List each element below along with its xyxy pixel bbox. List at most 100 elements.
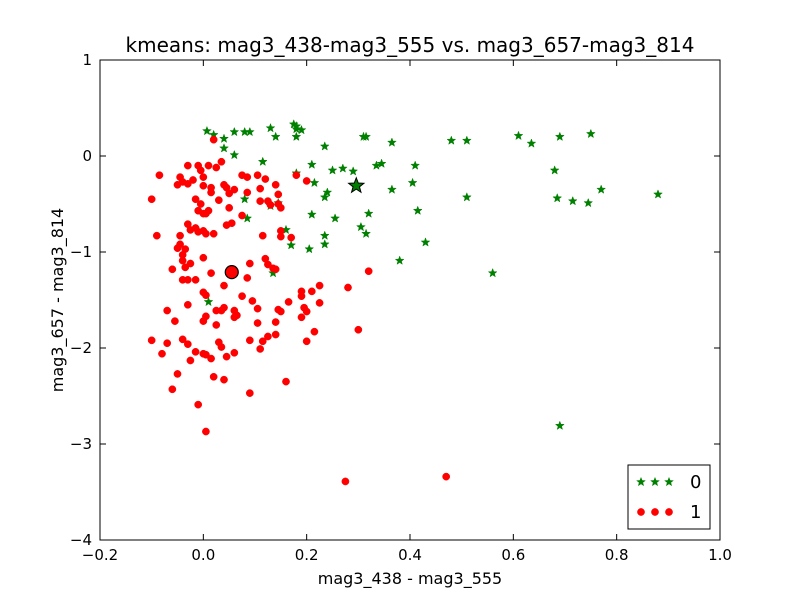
data-point-star xyxy=(585,128,596,139)
data-point-circle xyxy=(271,265,280,274)
data-point-circle xyxy=(183,179,192,188)
data-point-circle xyxy=(307,287,316,296)
data-point-circle xyxy=(199,227,208,235)
legend-marker-0 xyxy=(636,476,646,487)
data-point-star xyxy=(420,237,431,247)
data-point-circle xyxy=(271,330,280,339)
data-point-circle xyxy=(274,190,283,199)
data-point-circle xyxy=(354,325,363,334)
data-point-circle xyxy=(282,377,290,386)
data-point-circle xyxy=(183,300,192,309)
data-point-circle xyxy=(147,195,156,204)
data-point-circle xyxy=(173,180,182,189)
data-point-circle xyxy=(302,177,311,185)
data-point-circle xyxy=(217,306,226,315)
data-point-circle xyxy=(256,345,265,353)
data-point-circle xyxy=(212,163,221,172)
data-point-star xyxy=(526,138,537,148)
data-point-circle xyxy=(207,269,215,277)
data-point-circle xyxy=(173,244,182,253)
data-point-circle xyxy=(207,354,215,363)
data-point-circle xyxy=(243,188,252,197)
data-point-star xyxy=(306,209,317,219)
data-point-star xyxy=(549,165,560,175)
data-point-circle xyxy=(202,350,210,359)
data-point-circle xyxy=(222,352,231,361)
data-point-circle xyxy=(158,349,166,358)
data-point-circle xyxy=(196,166,205,175)
data-point-star xyxy=(386,184,397,194)
data-point-circle xyxy=(297,313,306,322)
x-tick-label: 0.6 xyxy=(501,546,525,564)
plot-area xyxy=(100,60,720,540)
data-point-circle xyxy=(245,259,254,268)
data-point-circle xyxy=(183,275,192,284)
data-point-circle xyxy=(181,263,190,272)
data-point-circle xyxy=(344,283,352,292)
data-point-star xyxy=(583,197,594,208)
data-point-star xyxy=(461,192,472,202)
data-point-circle xyxy=(248,297,257,305)
data-point-circle xyxy=(178,256,187,265)
data-point-star xyxy=(270,131,281,142)
x-tick-label: 0.4 xyxy=(398,546,422,564)
data-point-circle xyxy=(302,307,311,316)
x-tick-label: 0.0 xyxy=(191,546,215,564)
legend-label-1: 1 xyxy=(690,502,701,523)
data-point-star xyxy=(296,124,307,135)
data-point-star xyxy=(348,166,359,176)
data-point-circle xyxy=(261,175,270,183)
data-point-circle xyxy=(315,299,324,307)
data-point-circle xyxy=(178,335,187,344)
legend: 0 1 xyxy=(627,464,711,530)
data-point-star xyxy=(229,149,240,160)
data-point-circle xyxy=(276,232,285,241)
data-point-circle xyxy=(199,253,208,262)
legend-marker-0 xyxy=(650,476,660,487)
data-point-star xyxy=(304,243,315,254)
data-point-circle xyxy=(253,171,262,180)
data-points xyxy=(147,119,663,486)
data-point-circle xyxy=(264,332,272,341)
data-point-circle xyxy=(196,200,205,208)
data-point-circle xyxy=(194,400,203,409)
legend-marker-1 xyxy=(665,508,673,516)
data-point-circle xyxy=(163,306,172,315)
y-tick-label: 1 xyxy=(82,51,92,69)
data-point-star xyxy=(361,228,372,238)
data-point-circle xyxy=(245,389,254,397)
data-point-circle xyxy=(256,197,265,205)
data-point-circle xyxy=(266,201,275,209)
data-point-circle xyxy=(230,348,239,357)
y-tick-label: −4 xyxy=(70,531,92,549)
data-point-star xyxy=(322,187,333,197)
data-point-circle xyxy=(155,171,164,180)
data-point-circle xyxy=(183,340,192,349)
x-tick-label: 0.8 xyxy=(605,546,629,564)
chart-title: kmeans: mag3_438-mag3_555 vs. mag3_657-m… xyxy=(126,33,695,57)
centroid-1 xyxy=(224,265,239,280)
data-point-circle xyxy=(253,319,262,327)
data-point-star xyxy=(286,240,297,250)
data-point-circle xyxy=(442,472,451,481)
data-point-star xyxy=(446,135,457,145)
data-point-star xyxy=(327,165,338,175)
data-point-circle xyxy=(168,265,177,274)
data-point-star xyxy=(554,420,565,430)
data-point-star xyxy=(363,208,374,218)
data-point-circle xyxy=(217,157,226,166)
y-tick-label: −1 xyxy=(70,243,92,261)
data-point-circle xyxy=(341,477,350,486)
data-point-star xyxy=(461,135,472,145)
data-point-circle xyxy=(271,180,280,189)
data-point-star xyxy=(291,123,302,134)
data-point-star xyxy=(567,195,578,206)
data-point-circle xyxy=(292,171,301,180)
data-point-star xyxy=(412,205,423,215)
series-0 xyxy=(201,119,663,430)
legend-marker-1 xyxy=(637,508,645,516)
data-point-star xyxy=(487,267,498,278)
data-point-circle xyxy=(202,312,210,321)
data-point-circle xyxy=(183,161,192,170)
